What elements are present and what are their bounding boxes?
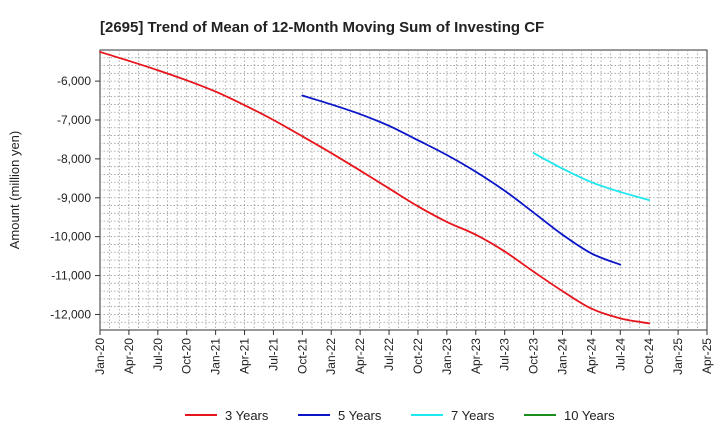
y-tick-label: -8,000 bbox=[57, 152, 91, 166]
x-axis-ticks: Jan-20 Apr-20 Jul-20 Oct-20 Jan-21 Apr-21 Jul-… bbox=[93, 330, 714, 375]
x-tick-label: Jul-21 bbox=[266, 338, 280, 371]
x-tick-label: Jan-21 bbox=[209, 338, 223, 375]
y-tick-label: -7,000 bbox=[57, 113, 91, 127]
x-tick-label: Apr-24 bbox=[584, 338, 598, 374]
x-tick-label: Jan-20 bbox=[93, 338, 107, 375]
y-tick-label: -11,000 bbox=[51, 269, 91, 283]
x-tick-label: Oct-22 bbox=[411, 338, 425, 374]
x-tick-label: Apr-23 bbox=[469, 338, 483, 374]
y-axis-label: Amount (million yen) bbox=[7, 131, 22, 250]
series-lines bbox=[99, 51, 651, 325]
y-tick-label: -10,000 bbox=[50, 230, 91, 244]
x-tick-label: Oct-21 bbox=[295, 338, 309, 374]
x-tick-label: Jul-23 bbox=[498, 338, 512, 371]
x-tick-label: Oct-24 bbox=[642, 338, 656, 374]
plot-area bbox=[99, 49, 708, 331]
x-tick-label: Apr-22 bbox=[353, 338, 367, 374]
y-tick-label: -9,000 bbox=[57, 191, 91, 205]
x-tick-label: Apr-21 bbox=[238, 338, 252, 374]
x-tick-label: Jan-24 bbox=[555, 338, 569, 375]
x-tick-label: Jul-24 bbox=[613, 338, 627, 371]
series-line-5-years bbox=[301, 94, 622, 266]
y-tick-label: -6,000 bbox=[57, 74, 91, 88]
x-tick-label: Jan-22 bbox=[324, 338, 338, 375]
series-line-3-years bbox=[99, 51, 651, 325]
legend: 3 Years 5 Years 7 Years 10 Years bbox=[185, 408, 615, 423]
x-tick-label: Jul-20 bbox=[151, 338, 165, 371]
x-tick-label: Apr-25 bbox=[700, 338, 714, 374]
series-line-7-years bbox=[532, 152, 651, 202]
legend-label-5-years: 5 Years bbox=[338, 408, 382, 423]
y-axis-ticks: -6,000 -7,000 -8,000 -9,000 -10,000 -11,000 -1… bbox=[50, 74, 100, 321]
x-tick-label: Oct-23 bbox=[527, 338, 541, 374]
legend-label-7-years: 7 Years bbox=[451, 408, 495, 423]
legend-label-3-years: 3 Years bbox=[225, 408, 269, 423]
x-tick-label: Jul-22 bbox=[382, 338, 396, 371]
x-tick-label: Oct-20 bbox=[180, 338, 194, 374]
legend-label-10-years: 10 Years bbox=[564, 408, 615, 423]
x-tick-label: Jan-25 bbox=[671, 338, 685, 375]
x-tick-label: Jan-23 bbox=[440, 338, 454, 375]
chart-title: [2695] Trend of Mean of 12-Month Moving … bbox=[100, 19, 544, 36]
x-tick-label: Apr-20 bbox=[122, 338, 136, 374]
y-tick-label: -12,000 bbox=[50, 307, 91, 321]
